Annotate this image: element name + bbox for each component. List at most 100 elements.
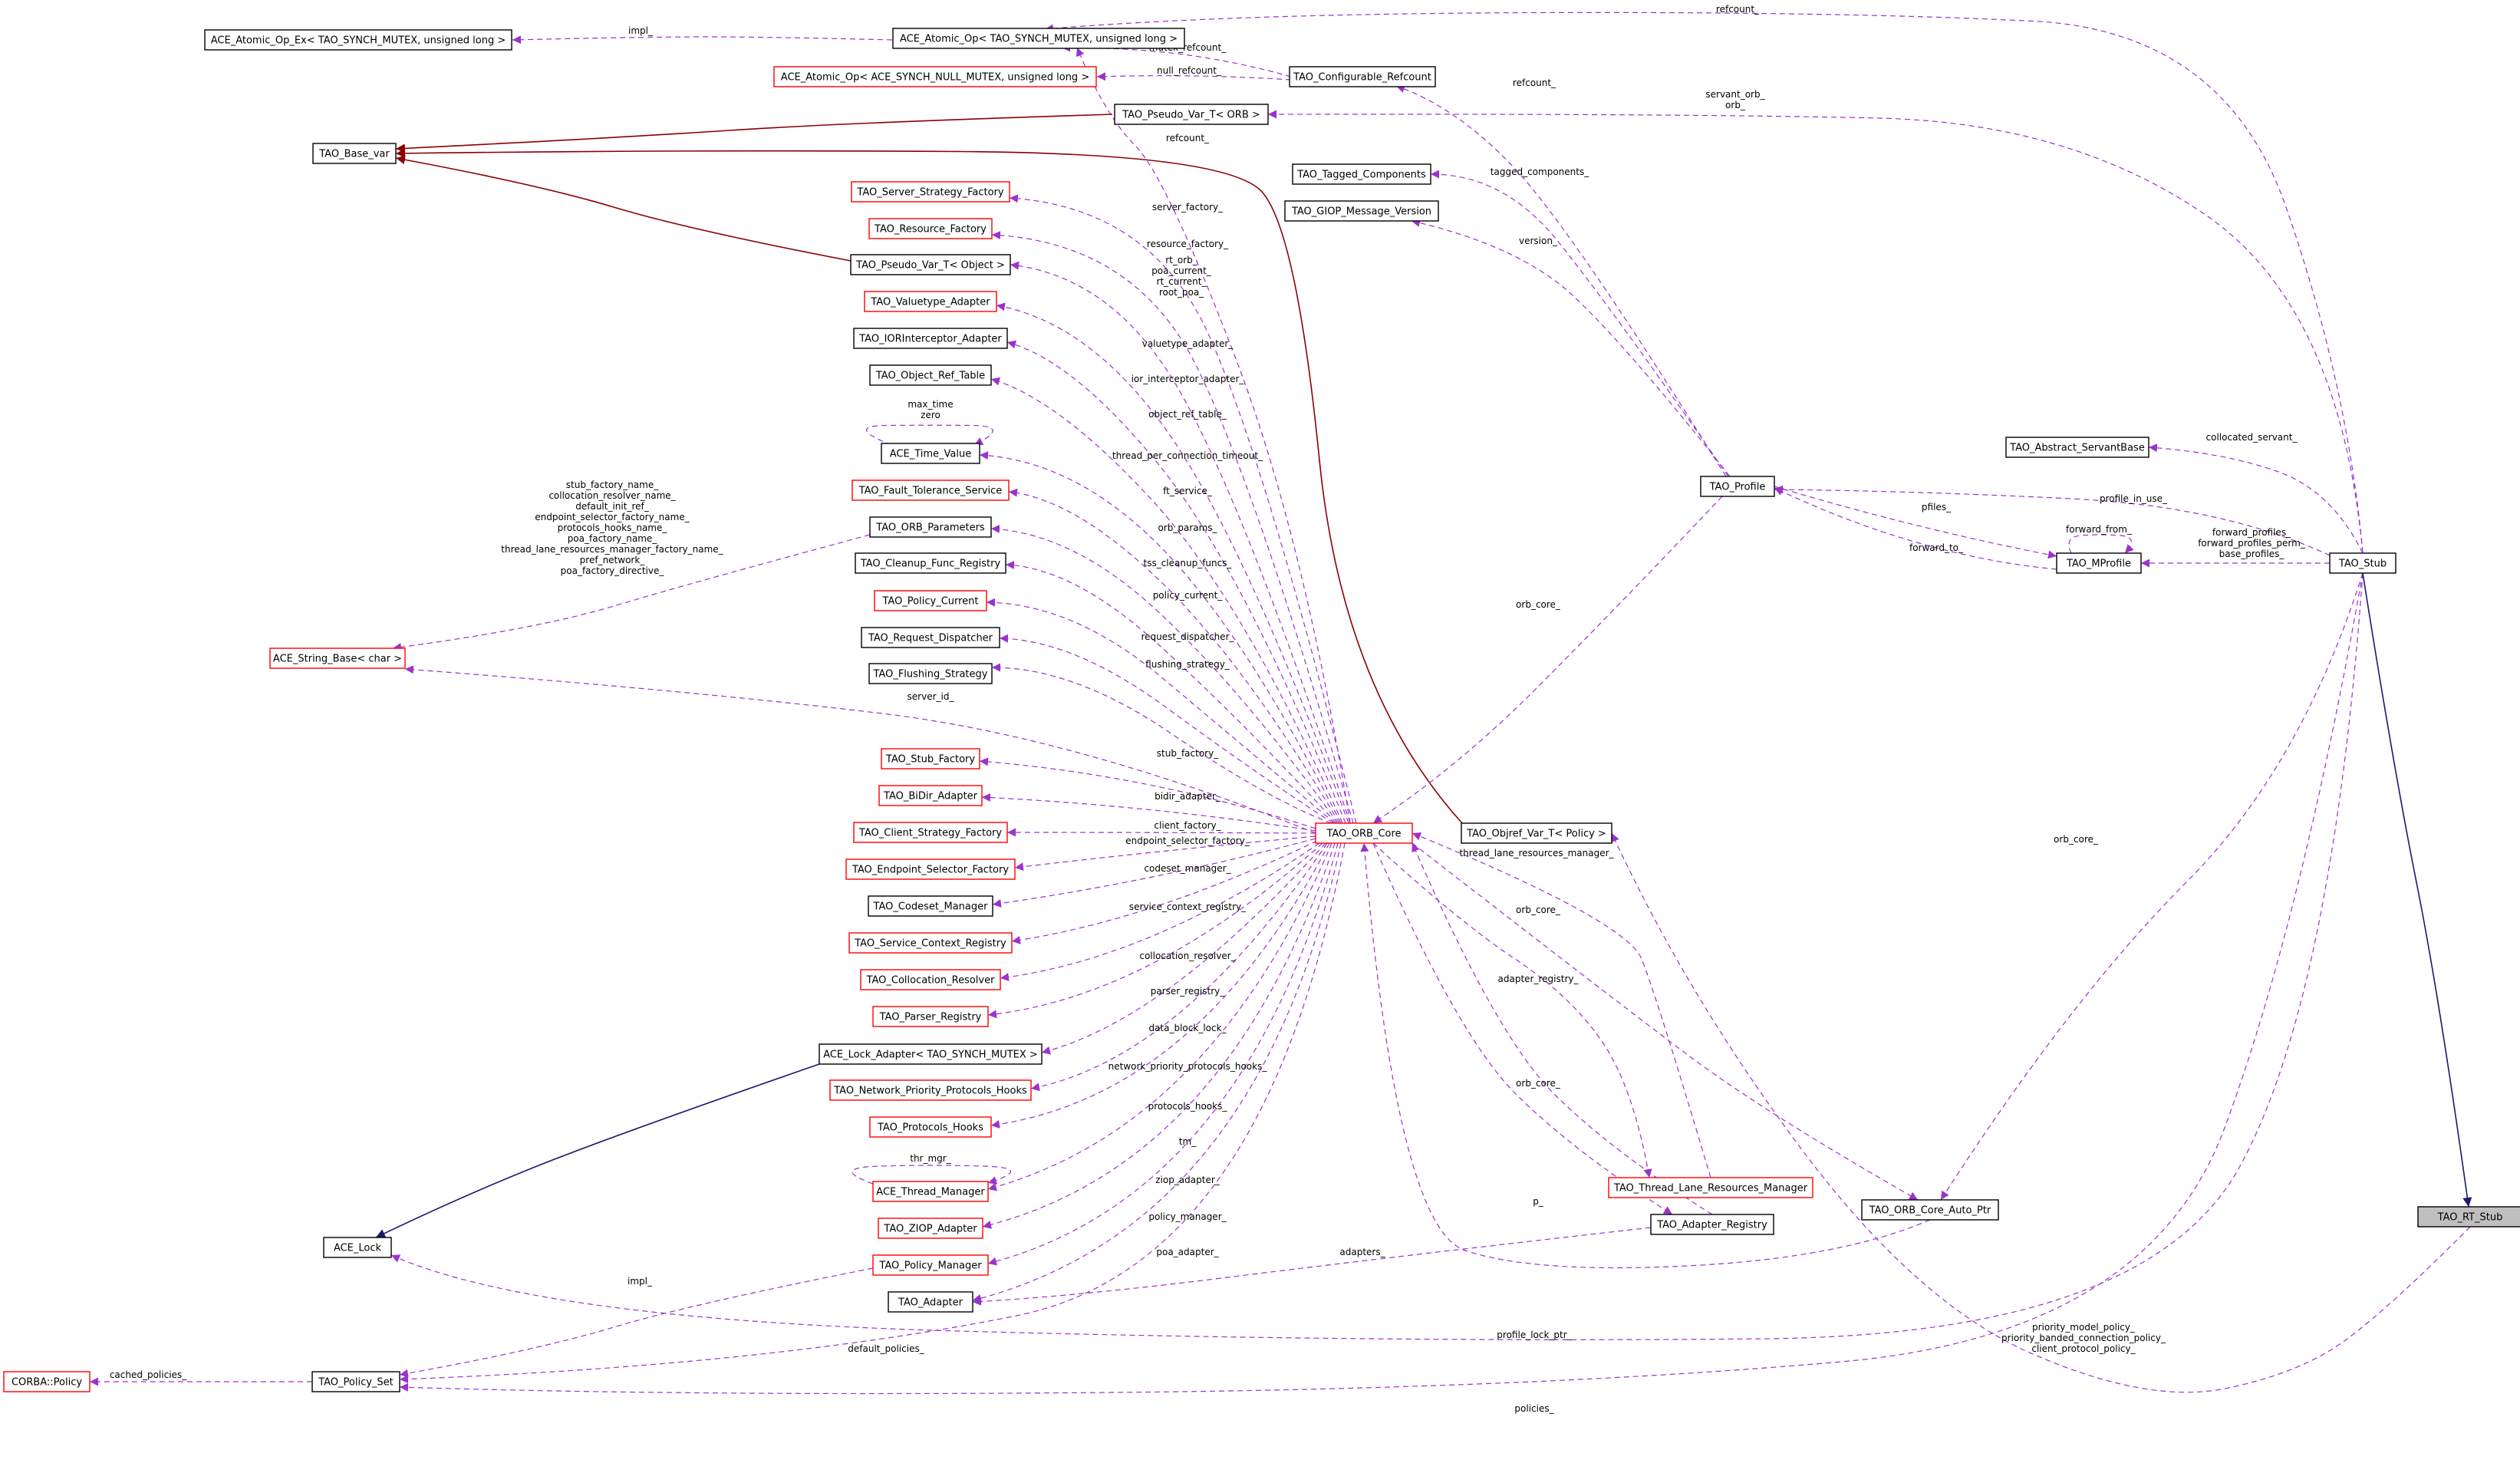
node-label: TAO_Protocols_Hooks [877, 1122, 983, 1134]
node-label: ACE_Atomic_Op< ACE_SYNCH_NULL_MUTEX, uns… [781, 72, 1089, 84]
node-policy-manager[interactable]: TAO_Policy_Manager [872, 1254, 989, 1276]
edge-policy_manager-to-orb_core [987, 842, 1339, 1266]
edge-request_dispatcher-to-orb_core [999, 634, 1334, 824]
edge-label: client_factory_ [1154, 820, 1221, 831]
node-adapter[interactable]: TAO_Adapter [888, 1291, 973, 1313]
node-string-base[interactable]: ACE_String_Base< char > [269, 648, 406, 669]
node-profile[interactable]: TAO_Profile [1700, 476, 1775, 497]
node-label: TAO_Abstract_ServantBase [2009, 443, 2145, 454]
node-flushing-strategy[interactable]: TAO_Flushing_Strategy [868, 663, 993, 684]
edge-atomic_op-to-stub [1044, 12, 2364, 553]
node-thread-manager[interactable]: ACE_Thread_Manager [872, 1181, 989, 1202]
node-adapter-registry[interactable]: TAO_Adapter_Registry [1650, 1214, 1774, 1235]
node-lock-adapter[interactable]: ACE_Lock_Adapter< TAO_SYNCH_MUTEX > [819, 1043, 1043, 1065]
edge-label: collocation_resolver_ [1139, 951, 1236, 961]
node-resource-factory[interactable]: TAO_Resource_Factory [868, 218, 993, 239]
node-label: ACE_Lock [334, 1243, 382, 1254]
node-label: TAO_IORInterceptor_Adapter [858, 334, 1002, 345]
edge-policy_set-to-orb_core [399, 842, 1346, 1384]
node-orb-core[interactable]: TAO_ORB_Core [1315, 822, 1413, 844]
node-atomic-op[interactable]: ACE_Atomic_Op< TAO_SYNCH_MUTEX, unsigned… [892, 28, 1185, 49]
node-box [861, 627, 1000, 648]
node-box [3, 1371, 91, 1392]
edge-orb_core-to-adapter_registry [1372, 842, 1673, 1215]
node-corba-policy[interactable]: CORBA::Policy [3, 1371, 91, 1392]
node-label: TAO_Flushing_Strategy [873, 669, 988, 680]
node-parser-registry[interactable]: TAO_Parser_Registry [872, 1006, 989, 1027]
edge-label: impl_ [628, 25, 654, 36]
node-collocation-resolver[interactable]: TAO_Collocation_Resolver [860, 969, 1001, 990]
node-atomic-op-ex[interactable]: ACE_Atomic_Op_Ex< TAO_SYNCH_MUTEX, unsig… [204, 29, 512, 51]
node-pseudo-var-object[interactable]: TAO_Pseudo_Var_T< Object > [850, 254, 1011, 275]
node-box [829, 1079, 1032, 1101]
node-label: ACE_Thread_Manager [876, 1187, 985, 1198]
node-thread-lane-resources-manager[interactable]: TAO_Thread_Lane_Resources_Manager [1608, 1177, 1813, 1198]
edge-label: adapter_registry_ [1498, 974, 1580, 984]
edge-endpoint_selector_factory-to-orb_core [1014, 835, 1316, 872]
node-pseudo-var-orb[interactable]: TAO_Pseudo_Var_T< ORB > [1114, 104, 1269, 125]
edge-label: adapters_ [1339, 1247, 1385, 1257]
edge-thread_lane_resources_manager-to-orb_core [1412, 832, 1711, 1178]
node-ziop-adapter[interactable]: TAO_ZIOP_Adapter [878, 1218, 983, 1239]
node-base-var[interactable]: TAO_Base_var [312, 143, 397, 164]
edge-server_strategy_factory-to-orb_core [1009, 194, 1357, 824]
node-fault-tolerance-service[interactable]: TAO_Fault_Tolerance_Service [852, 479, 1010, 501]
node-client-strategy-factory[interactable]: TAO_Client_Strategy_Factory [853, 822, 1008, 843]
node-label: TAO_Stub [2338, 559, 2387, 570]
node-configurable-refcount[interactable]: TAO_Configurable_Refcount [1289, 66, 1436, 87]
edge-label: profile_in_use_ [2100, 493, 2168, 504]
node-service-context-registry[interactable]: TAO_Service_Context_Registry [848, 932, 1013, 954]
node-box [888, 1291, 973, 1313]
node-box [1284, 200, 1439, 222]
node-label: TAO_MProfile [2066, 559, 2131, 570]
node-box [1608, 1177, 1813, 1198]
node-rt-stub[interactable]: TAO_RT_Stub [2417, 1206, 2520, 1228]
node-box [881, 748, 980, 769]
node-stub-factory[interactable]: TAO_Stub_Factory [881, 748, 980, 769]
edge-ior_interceptor_adapter-to-orb_core [1006, 340, 1346, 824]
node-stub[interactable]: TAO_Stub [2329, 552, 2396, 574]
node-ior-interceptor-adapter[interactable]: TAO_IORInterceptor_Adapter [853, 328, 1008, 349]
node-endpoint-selector-factory[interactable]: TAO_Endpoint_Selector_Factory [845, 858, 1016, 880]
edge-giop_message_version-to-profile [1411, 219, 1731, 477]
node-cleanup-func-registry[interactable]: TAO_Cleanup_Func_Registry [855, 552, 1006, 574]
node-mprofile[interactable]: TAO_MProfile [2056, 552, 2142, 574]
edge-label: p_ [1533, 1196, 1544, 1207]
edge-label: endpoint_selector_factory_name_ [535, 512, 690, 522]
node-network-priority-protocols-hooks[interactable]: TAO_Network_Priority_Protocols_Hooks [829, 1079, 1032, 1101]
node-box [853, 822, 1008, 843]
node-valuetype-adapter[interactable]: TAO_Valuetype_Adapter [864, 291, 997, 312]
node-box [850, 254, 1011, 275]
node-request-dispatcher[interactable]: TAO_Request_Dispatcher [861, 627, 1000, 648]
node-time-value[interactable]: ACE_Time_Value [881, 443, 980, 464]
node-abstract-servantbase[interactable]: TAO_Abstract_ServantBase [2005, 437, 2149, 458]
node-server-strategy-factory[interactable]: TAO_Server_Strategy_Factory [851, 181, 1010, 203]
node-codeset-manager[interactable]: TAO_Codeset_Manager [868, 895, 993, 917]
node-tagged-components[interactable]: TAO_Tagged_Components [1292, 163, 1431, 185]
edge-resource_factory-to-orb_core [991, 231, 1354, 824]
node-orb-parameters[interactable]: TAO_ORB_Parameters [869, 516, 992, 538]
node-object-ref-table[interactable]: TAO_Object_Ref_Table [869, 364, 992, 386]
node-label: TAO_Pseudo_Var_T< Object > [855, 260, 1005, 272]
node-policy-current[interactable]: TAO_Policy_Current [874, 590, 987, 611]
edge-orb_parameters-to-orb_core [990, 525, 1339, 824]
node-protocols-hooks[interactable]: TAO_Protocols_Hooks [869, 1116, 992, 1138]
node-box [2005, 437, 2149, 458]
node-bidir-adapter[interactable]: TAO_BiDir_Adapter [878, 785, 983, 806]
edge-label: orb_core_ [1516, 1078, 1561, 1089]
edge-bidir_adapter-to-orb_core [981, 793, 1316, 832]
node-box [1861, 1199, 1999, 1221]
edge-label: forward_profiles_ [2212, 527, 2291, 538]
edge-label: orb_core_ [2054, 834, 2099, 845]
edge-label: parser_registry_ [1151, 986, 1225, 997]
node-label: TAO_ORB_Parameters [875, 522, 985, 534]
node-ace-lock[interactable]: ACE_Lock [323, 1237, 392, 1258]
node-policy-set[interactable]: TAO_Policy_Set [311, 1371, 400, 1392]
edge-label: pref_network_ [580, 555, 646, 565]
edge-time_value-to-time_value [866, 424, 993, 446]
node-atomic-op-null[interactable]: ACE_Atomic_Op< ACE_SYNCH_NULL_MUTEX, uns… [773, 66, 1097, 87]
node-giop-message-version[interactable]: TAO_GIOP_Message_Version [1284, 200, 1439, 222]
node-orb-core-auto-ptr[interactable]: TAO_ORB_Core_Auto_Ptr [1861, 1199, 1999, 1221]
node-objref-var-policy[interactable]: TAO_Objref_Var_T< Policy > [1461, 822, 1612, 844]
edge-orb_core-to-orb_core_auto_ptr [1412, 842, 1919, 1201]
